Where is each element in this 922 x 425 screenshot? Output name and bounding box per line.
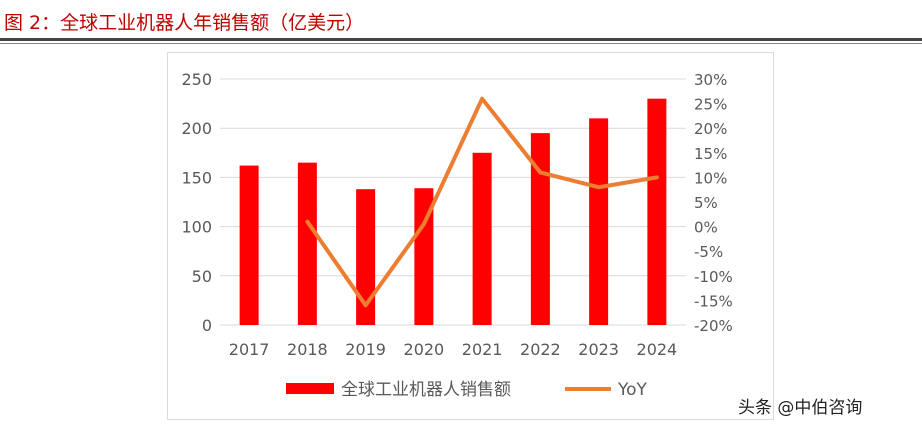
bar-2024 <box>647 98 667 326</box>
y-left-tick-label: 100 <box>181 218 212 237</box>
figure-title: 图 2：全球工业机器人年销售额（亿美元） <box>4 12 365 34</box>
y-left-tick-label: 150 <box>181 168 212 187</box>
legend-line-label: YoY <box>617 380 648 400</box>
watermark: 头条 @中伯咨询 <box>738 398 863 418</box>
x-tick-label: 2018 <box>287 340 328 359</box>
y-right-tick-label: 30% <box>694 71 727 89</box>
y-right-tick-label: 5% <box>694 194 718 212</box>
yoy-point-2023 <box>597 185 601 189</box>
y-right-tick-label: 25% <box>694 96 727 114</box>
y-right-tick-label: -5% <box>694 243 723 261</box>
yoy-point-2018 <box>305 220 309 224</box>
legend-bar-label: 全球工业机器人销售额 <box>341 380 511 400</box>
y-left-tick-label: 250 <box>181 70 212 89</box>
x-tick-label: 2021 <box>462 340 503 359</box>
y-right-tick-label: 0% <box>694 219 718 237</box>
bar-2023 <box>589 118 609 325</box>
x-tick-label: 2020 <box>404 340 445 359</box>
bar-2020 <box>414 188 434 325</box>
x-tick-label: 2023 <box>578 340 619 359</box>
y-left-tick-label: 50 <box>192 267 212 286</box>
y-left-tick-label: 0 <box>202 316 212 335</box>
yoy-point-2020 <box>422 222 426 226</box>
y-right-tick-label: -20% <box>694 317 733 335</box>
chart-container: 0 50 100 150 200 250 30% 25% 20% 15% 10% 5% 0% -5% -10… <box>167 52 774 420</box>
yoy-point-2019 <box>364 303 368 307</box>
bar-2021 <box>472 152 492 325</box>
y-right-tick-label: -15% <box>694 292 733 310</box>
title-rule <box>0 38 922 41</box>
bar-2022 <box>530 133 550 325</box>
y-right-tick-label: 15% <box>694 145 727 163</box>
bar-2018 <box>297 162 317 325</box>
yoy-point-2022 <box>538 170 542 174</box>
yoy-point-2024 <box>655 175 659 179</box>
title-rule-thin <box>0 43 922 44</box>
x-tick-label: 2024 <box>637 340 678 359</box>
bar-2019 <box>356 189 376 325</box>
x-tick-label: 2022 <box>520 340 561 359</box>
x-tick-label: 2019 <box>345 340 386 359</box>
bar-2017 <box>239 165 259 325</box>
chart: 0 50 100 150 200 250 30% 25% 20% 15% 10% 5% 0% -5% -10… <box>181 70 733 400</box>
legend-bar-swatch <box>286 383 334 394</box>
y-right-tick-label: 20% <box>694 120 727 138</box>
yoy-point-2021 <box>480 97 484 101</box>
y-right-tick-label: -10% <box>694 268 733 286</box>
x-tick-label: 2017 <box>229 340 270 359</box>
y-right-tick-label: 10% <box>694 169 727 187</box>
y-left-tick-label: 200 <box>181 119 212 138</box>
